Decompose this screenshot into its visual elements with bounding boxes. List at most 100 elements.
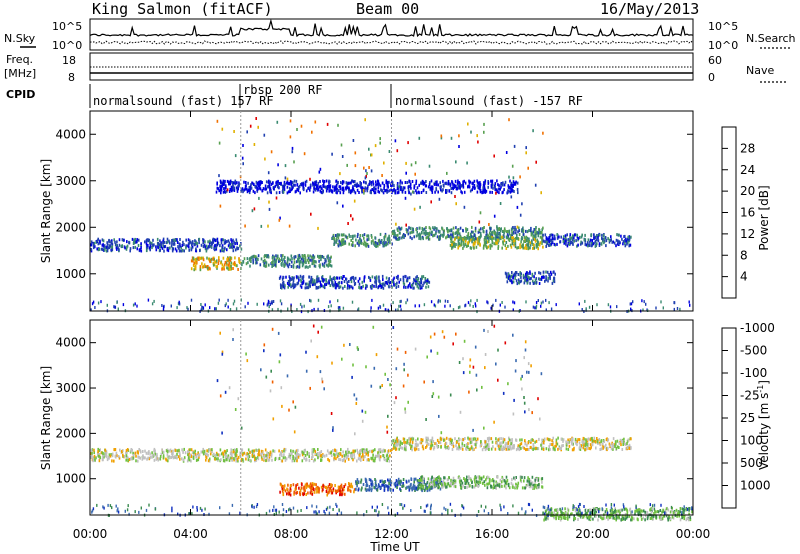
data-cell — [618, 233, 620, 237]
data-cell — [90, 248, 92, 251]
data-cell — [409, 184, 412, 188]
data-cell — [509, 186, 511, 190]
data-cell — [134, 237, 136, 241]
data-cell — [535, 446, 537, 450]
data-cell — [384, 308, 387, 312]
data-cell — [259, 182, 261, 186]
data-cell — [341, 233, 344, 237]
data-cell — [191, 241, 194, 245]
data-cell — [589, 443, 592, 447]
nave-tick-low: 0 — [708, 71, 715, 84]
station-title: King Salmon (fitACF) — [92, 0, 273, 18]
data-cell — [564, 236, 567, 240]
data-cell — [602, 234, 605, 238]
data-cell — [356, 481, 358, 485]
data-cell — [496, 241, 498, 245]
data-cell — [541, 231, 543, 235]
data-cell — [299, 302, 302, 306]
data-cell — [221, 184, 223, 188]
data-cell — [151, 241, 153, 245]
data-cell — [263, 255, 266, 259]
data-cell — [383, 480, 386, 484]
data-cell — [228, 456, 230, 460]
data-cell — [202, 258, 205, 262]
data-cell — [462, 183, 464, 187]
data-cell — [629, 302, 631, 306]
data-cell — [390, 480, 393, 484]
data-cell — [502, 445, 504, 449]
data-cell — [341, 454, 343, 458]
data-cell — [311, 449, 314, 452]
data-cell — [336, 234, 338, 238]
data-cell — [513, 446, 515, 450]
data-cell — [462, 241, 465, 245]
data-cell — [185, 244, 187, 248]
data-cell — [234, 154, 237, 158]
data-cell — [337, 123, 339, 127]
data-cell — [503, 438, 506, 442]
data-cell — [221, 244, 224, 248]
data-cell — [495, 298, 497, 302]
data-cell — [486, 443, 489, 447]
data-cell — [399, 300, 401, 304]
data-cell — [396, 183, 399, 187]
data-cell — [343, 485, 345, 488]
data-cell — [161, 246, 164, 250]
data-cell — [104, 454, 107, 458]
data-cell — [216, 182, 218, 186]
data-cell — [393, 232, 395, 236]
data-cell — [585, 438, 587, 442]
data-cell — [99, 448, 101, 452]
data-cell — [223, 267, 225, 271]
data-cell — [508, 232, 511, 236]
data-cell — [350, 181, 352, 185]
data-cell — [489, 246, 492, 250]
data-cell — [271, 181, 274, 185]
data-cell — [305, 458, 307, 462]
data-cell — [365, 283, 367, 287]
data-cell — [308, 455, 310, 459]
data-cell — [593, 233, 595, 237]
data-cell — [171, 241, 173, 245]
data-cell — [402, 276, 405, 280]
data-cell — [233, 130, 235, 133]
data-cell — [340, 181, 342, 184]
data-cell — [546, 437, 549, 441]
data-cell — [645, 302, 647, 306]
data-cell — [284, 489, 287, 493]
data-cell — [293, 160, 295, 164]
data-cell — [111, 245, 114, 249]
data-cell — [511, 189, 513, 193]
data-cell — [521, 228, 523, 232]
data-cell — [264, 258, 266, 262]
data-cell — [591, 439, 594, 443]
data-cell — [431, 443, 434, 447]
data-cell — [379, 184, 382, 188]
data-cell — [247, 448, 250, 452]
data-cell — [419, 226, 421, 230]
data-cell — [403, 437, 406, 441]
data-cell — [449, 243, 452, 247]
data-cell — [337, 454, 340, 458]
data-cell — [320, 458, 322, 462]
data-cell — [137, 459, 139, 463]
data-cell — [495, 241, 497, 245]
data-cell — [111, 240, 113, 244]
data-cell — [539, 241, 542, 245]
data-cell — [198, 453, 200, 457]
data-cell — [339, 242, 341, 246]
data-cell — [410, 477, 412, 481]
data-cell — [396, 237, 399, 241]
data-cell — [538, 437, 540, 441]
data-cell — [605, 438, 608, 441]
data-cell — [247, 455, 249, 459]
data-cell — [362, 188, 365, 192]
data-cell — [472, 237, 474, 241]
data-cell — [202, 447, 204, 451]
data-cell — [423, 281, 425, 285]
data-cell — [379, 284, 382, 287]
data-cell — [287, 455, 290, 459]
data-cell — [408, 437, 410, 441]
data-cell — [434, 442, 436, 446]
data-cell — [395, 222, 397, 226]
